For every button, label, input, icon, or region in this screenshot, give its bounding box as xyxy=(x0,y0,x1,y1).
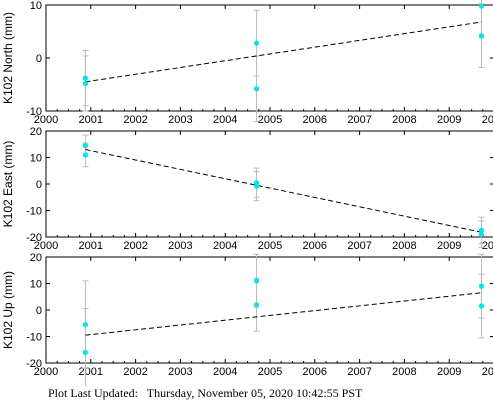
data-point xyxy=(253,183,260,189)
x-tick-label: 2009 xyxy=(437,366,461,378)
trend-line xyxy=(85,292,482,336)
y-tick-label: 10 xyxy=(30,279,42,291)
data-point xyxy=(478,303,485,309)
data-point xyxy=(253,278,260,284)
x-tick-label: 2004 xyxy=(213,240,237,252)
x-tick-label: 2004 xyxy=(213,114,237,126)
plot-frame xyxy=(45,256,493,364)
plot-frame xyxy=(45,4,493,112)
y-tick-label: -10 xyxy=(26,332,42,344)
y-axis-label: K102 North (mm) xyxy=(1,12,15,104)
x-tick-label: 2000 xyxy=(34,114,58,126)
x-tick-label: 2008 xyxy=(392,240,416,252)
data-point xyxy=(82,80,89,87)
y-tick-label: -20 xyxy=(26,358,42,370)
trend-line xyxy=(85,21,482,83)
panel-east: 2000 2001 2002 2003 2004 2005 2006 2007 2008 2009… xyxy=(1,126,493,252)
x-tick-label: 2006 xyxy=(303,114,327,126)
y-tick-label: 10 xyxy=(30,0,42,12)
x-tick-label: 2003 xyxy=(168,240,192,252)
x-tick-label: 2000 xyxy=(34,240,58,252)
x-tick-label: 2007 xyxy=(347,240,371,252)
y-tick-label: 10 xyxy=(30,153,42,165)
x-tick-label: 2001 xyxy=(79,366,103,378)
data-point xyxy=(478,33,485,39)
footer: Plot Last Updated: Thursday, November 05… xyxy=(48,386,362,401)
data-point xyxy=(82,75,89,81)
data-point xyxy=(82,349,89,355)
x-tick-label: 2007 xyxy=(347,114,371,126)
footer-timestamp: Thursday, November 05, 2020 10:42:55 PST xyxy=(146,386,363,400)
y-axis-label: K102 Up (mm) xyxy=(1,271,15,349)
y-tick-label: 0 xyxy=(36,305,42,317)
data-point xyxy=(478,3,485,9)
x-tick-label: 2002 xyxy=(123,114,147,126)
y-axis-label: K102 East (mm) xyxy=(1,141,15,228)
x-tick-label: 2008 xyxy=(392,366,416,378)
x-tick-label: 2005 xyxy=(258,240,282,252)
panel-north: 2000 2001 2002 2003 2004 2005 2006 2007 2008 2009… xyxy=(1,0,493,126)
data-point xyxy=(478,227,485,233)
x-tick-label: 2005 xyxy=(258,366,282,378)
x-tick-label: 2006 xyxy=(303,240,327,252)
data-point xyxy=(82,152,89,158)
x-tick-label: 2002 xyxy=(123,366,147,378)
data-point xyxy=(82,321,89,328)
y-tick-label: 0 xyxy=(36,179,42,191)
data-point xyxy=(253,40,260,46)
x-tick-label: 2001 xyxy=(79,240,103,252)
panel-up: 2000 2001 2002 2003 2004 2005 2006 2007 2008 2009… xyxy=(1,252,493,386)
x-tick-label: 2000 xyxy=(34,366,58,378)
data-point xyxy=(253,302,260,308)
x-tick-label: 2002 xyxy=(123,240,147,252)
data-point xyxy=(82,142,89,149)
y-tick-label: -20 xyxy=(26,232,42,244)
x-tick-label: 2001 xyxy=(79,114,103,126)
data-point xyxy=(253,86,260,92)
trend-line xyxy=(85,149,482,233)
y-tick-label: 0 xyxy=(36,53,42,65)
x-tick-label: 2003 xyxy=(168,114,192,126)
data-point xyxy=(478,231,485,237)
y-tick-label: 20 xyxy=(30,126,42,138)
x-tick-label: 2003 xyxy=(168,366,192,378)
x-tick-label: 2008 xyxy=(392,114,416,126)
x-tick-label: 2009 xyxy=(437,240,461,252)
x-tick-label: 2007 xyxy=(347,366,371,378)
x-tick-label: 2009 xyxy=(437,114,461,126)
footer-label: Plot Last Updated: xyxy=(48,386,138,400)
y-tick-label: 20 xyxy=(30,252,42,264)
x-tick-label: 2004 xyxy=(213,366,237,378)
x-tick-label: 2005 xyxy=(258,114,282,126)
y-tick-label: -10 xyxy=(26,106,42,118)
y-tick-label: -10 xyxy=(26,206,42,218)
x-tick-label: 2006 xyxy=(303,366,327,378)
gps-timeseries-figure: 2000 2001 2002 2003 2004 2005 2006 2007 2008 2009… xyxy=(1,0,493,386)
data-point xyxy=(478,283,485,289)
